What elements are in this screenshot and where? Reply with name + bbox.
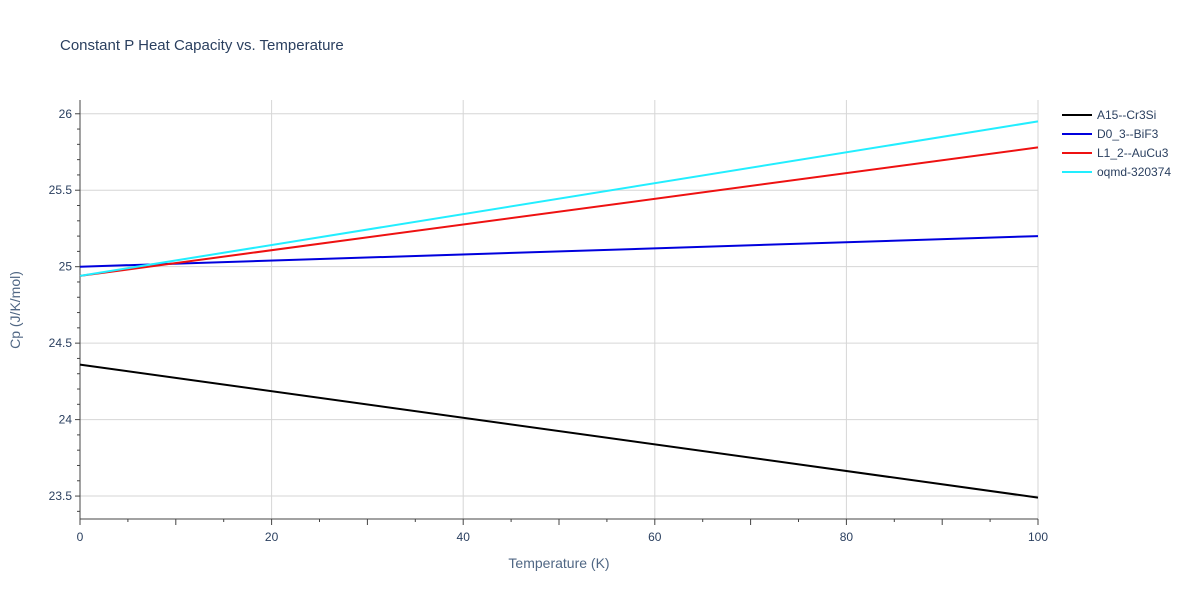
legend-item[interactable]: D0_3--BiF3 [1062,127,1159,141]
y-tick-label: 24 [59,413,73,427]
legend-label: oqmd-320374 [1097,165,1171,179]
y-tick-label: 23.5 [49,489,73,503]
y-tick-label: 25.5 [49,183,73,197]
legend-label: A15--Cr3Si [1097,108,1156,122]
series-line[interactable] [79,146,1039,277]
series-line[interactable] [79,363,1039,499]
legend[interactable]: A15--Cr3Si D0_3--BiF3 L1_2--AuCu3 oqmd-3203… [1062,108,1171,179]
series-line[interactable] [79,235,1039,268]
legend-label: L1_2--AuCu3 [1097,146,1169,160]
y-tick-label: 26 [59,107,73,121]
x-tick-label: 100 [1028,530,1048,544]
grid [79,100,1039,519]
axes: 0 20 40 60 80 100 23.5 24 24.5 25 25.5 26 [49,100,1048,544]
legend-item[interactable]: oqmd-320374 [1062,165,1171,179]
legend-label: D0_3--BiF3 [1097,127,1159,141]
x-tick-label: 40 [457,530,471,544]
x-tick-label: 60 [648,530,662,544]
y-tick-label: 24.5 [49,336,73,350]
legend-item[interactable]: L1_2--AuCu3 [1062,146,1169,160]
x-axis-title: Temperature (K) [508,555,609,571]
x-tick-label: 0 [77,530,84,544]
x-tick-label: 20 [265,530,279,544]
series-line[interactable] [79,120,1039,277]
legend-item[interactable]: A15--Cr3Si [1062,108,1156,122]
plot-area [79,120,1039,499]
chart-title: Constant P Heat Capacity vs. Temperature [60,37,344,54]
y-axis-title: Cp (J/K/mol) [7,271,23,349]
x-tick-label: 80 [840,530,854,544]
y-tick-label: 25 [59,260,73,274]
